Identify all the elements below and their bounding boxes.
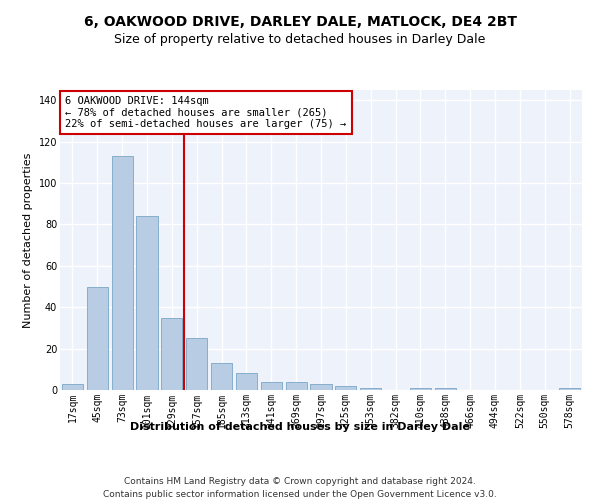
Bar <box>360 388 381 390</box>
Bar <box>136 216 158 390</box>
Bar <box>62 384 83 390</box>
Text: Distribution of detached houses by size in Darley Dale: Distribution of detached houses by size … <box>130 422 470 432</box>
Bar <box>261 382 282 390</box>
Bar <box>559 388 580 390</box>
Text: Size of property relative to detached houses in Darley Dale: Size of property relative to detached ho… <box>115 32 485 46</box>
Bar <box>310 384 332 390</box>
Text: Contains public sector information licensed under the Open Government Licence v3: Contains public sector information licen… <box>103 490 497 499</box>
Bar <box>236 374 257 390</box>
Text: Contains HM Land Registry data © Crown copyright and database right 2024.: Contains HM Land Registry data © Crown c… <box>124 478 476 486</box>
Bar <box>186 338 207 390</box>
Bar <box>211 363 232 390</box>
Bar <box>161 318 182 390</box>
Text: 6 OAKWOOD DRIVE: 144sqm
← 78% of detached houses are smaller (265)
22% of semi-d: 6 OAKWOOD DRIVE: 144sqm ← 78% of detache… <box>65 96 346 129</box>
Bar <box>410 388 431 390</box>
Text: 6, OAKWOOD DRIVE, DARLEY DALE, MATLOCK, DE4 2BT: 6, OAKWOOD DRIVE, DARLEY DALE, MATLOCK, … <box>83 15 517 29</box>
Bar <box>286 382 307 390</box>
Bar <box>435 388 456 390</box>
Bar <box>112 156 133 390</box>
Bar <box>335 386 356 390</box>
Bar <box>87 286 108 390</box>
Y-axis label: Number of detached properties: Number of detached properties <box>23 152 33 328</box>
